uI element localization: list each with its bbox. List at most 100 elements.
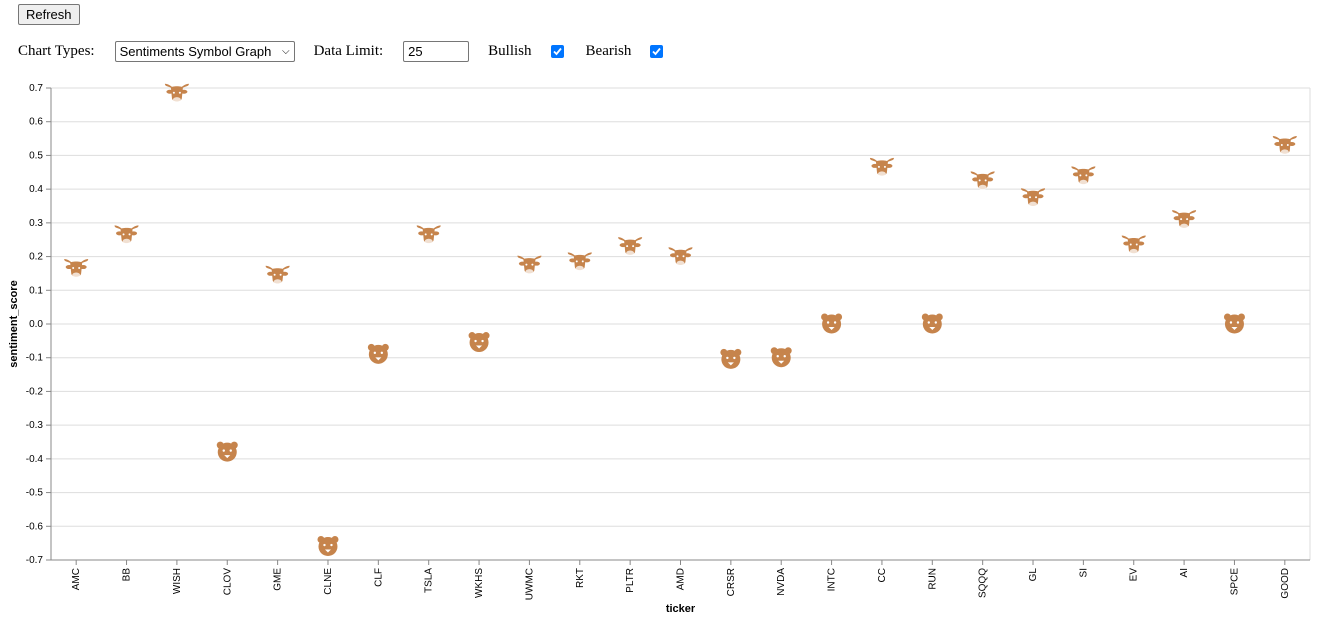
bull-eye <box>883 165 886 168</box>
chart-type-selected-value: Sentiments Symbol Graph <box>119 43 272 59</box>
bull-snout <box>575 265 584 271</box>
bull-eye <box>682 255 685 258</box>
bull-eye <box>676 255 679 258</box>
bear-icon <box>468 332 490 353</box>
x-tick-label: CLNE <box>323 568 334 595</box>
y-tick-label: -0.7 <box>26 555 44 566</box>
y-tick-label: -0.5 <box>26 488 44 499</box>
x-tick-label: UWMC <box>524 568 535 600</box>
bull-horn-right <box>885 157 894 163</box>
bull-eye <box>1035 196 1038 199</box>
bull-horn-left <box>1021 188 1030 194</box>
bull-horn-left <box>416 225 425 231</box>
bull-horn-right <box>684 247 693 253</box>
bear-face <box>217 442 237 462</box>
bull-horn-right <box>180 83 189 89</box>
bull-eye <box>424 233 427 236</box>
bear-nose <box>224 455 231 459</box>
bull-snout <box>72 272 81 278</box>
x-tick-label: SI <box>1078 568 1089 577</box>
bull-face <box>624 239 637 255</box>
bull-horn-right <box>80 259 89 265</box>
bear-icon <box>720 348 742 369</box>
bull-horn-right <box>533 255 542 261</box>
chart-type-select[interactable]: Sentiments Symbol Graph ⌵ <box>114 40 295 62</box>
y-tick-label: -0.6 <box>26 521 44 532</box>
bear-icon <box>1223 313 1245 334</box>
bull-icon <box>1172 210 1197 229</box>
bull-horn-left <box>164 83 173 89</box>
bull-face <box>1127 237 1140 254</box>
bull-eye <box>575 260 578 263</box>
y-tick-label: -0.1 <box>26 353 44 364</box>
bull-horn-left <box>1121 235 1130 241</box>
bull-snout <box>1280 149 1289 155</box>
bear-face <box>318 537 338 557</box>
bull-icon <box>416 225 441 244</box>
bull-eye <box>273 273 276 276</box>
bull-icon <box>517 255 542 275</box>
y-tick-label: 0.0 <box>29 319 43 330</box>
bull-face <box>573 254 586 271</box>
bull-icon <box>1071 166 1096 185</box>
x-tick-label: AMD <box>676 568 687 590</box>
bull-face <box>170 86 183 102</box>
bull-horn-right <box>1137 235 1146 241</box>
bear-eye <box>323 543 326 547</box>
bull-eye <box>178 91 181 94</box>
y-tick-label: 0.5 <box>29 150 43 161</box>
bear-face <box>822 314 842 334</box>
bull-eye <box>1029 196 1032 199</box>
x-tick-label: CLOV <box>222 568 233 596</box>
bull-face <box>271 268 284 284</box>
y-tick-label: -0.4 <box>26 454 44 465</box>
bull-horn-left <box>1071 166 1080 172</box>
bear-nose <box>476 345 483 349</box>
bull-icon <box>668 247 693 266</box>
x-tick-label: WKHS <box>474 568 485 598</box>
bear-eye <box>783 355 786 358</box>
x-tick-label: RUN <box>927 568 938 590</box>
chart-types-label: Chart Types: <box>18 42 95 59</box>
x-tick-label: CRSR <box>726 568 737 596</box>
y-tick-label: 0.4 <box>29 184 43 195</box>
bull-eye <box>1135 243 1138 246</box>
bear-nose <box>828 327 835 330</box>
bull-horn-right <box>986 171 995 177</box>
bull-eye <box>1079 174 1082 177</box>
x-tick-label: EV <box>1129 568 1140 582</box>
bullish-checkbox[interactable] <box>550 44 564 58</box>
bull-icon <box>1121 235 1146 255</box>
y-tick-label: 0.2 <box>29 252 43 263</box>
bear-face <box>771 348 791 368</box>
bull-snout <box>1129 248 1138 255</box>
bull-snout <box>978 184 987 190</box>
bull-horn-right <box>1288 136 1297 141</box>
bear-face <box>1224 314 1244 334</box>
x-tick-label: NVDA <box>776 568 787 596</box>
bull-face <box>674 249 687 266</box>
bearish-label: Bearish <box>585 42 632 59</box>
bull-eye <box>632 245 635 248</box>
bull-icon <box>164 83 189 103</box>
bull-snout <box>1079 179 1088 185</box>
refresh-button[interactable]: Refresh <box>18 4 80 25</box>
y-tick-label: 0.6 <box>29 117 43 128</box>
y-tick-label: 0.7 <box>29 83 43 94</box>
bull-horn-right <box>634 237 643 243</box>
bear-eye <box>726 356 729 360</box>
bear-eye <box>1236 321 1240 324</box>
bear-eye <box>330 543 333 547</box>
bull-snout <box>1180 223 1189 229</box>
data-limit-input[interactable] <box>403 40 470 62</box>
bull-face <box>1178 212 1191 228</box>
bull-horn-left <box>618 237 627 243</box>
bull-icon <box>114 225 139 244</box>
bull-horn-left <box>668 247 677 253</box>
bearish-checkbox[interactable] <box>650 44 664 58</box>
bear-nose <box>929 327 936 330</box>
bull-eye <box>72 267 75 270</box>
y-tick-label: 0.3 <box>29 218 43 229</box>
x-tick-label: GOOD <box>1280 568 1291 599</box>
x-tick-label: CC <box>877 568 888 582</box>
